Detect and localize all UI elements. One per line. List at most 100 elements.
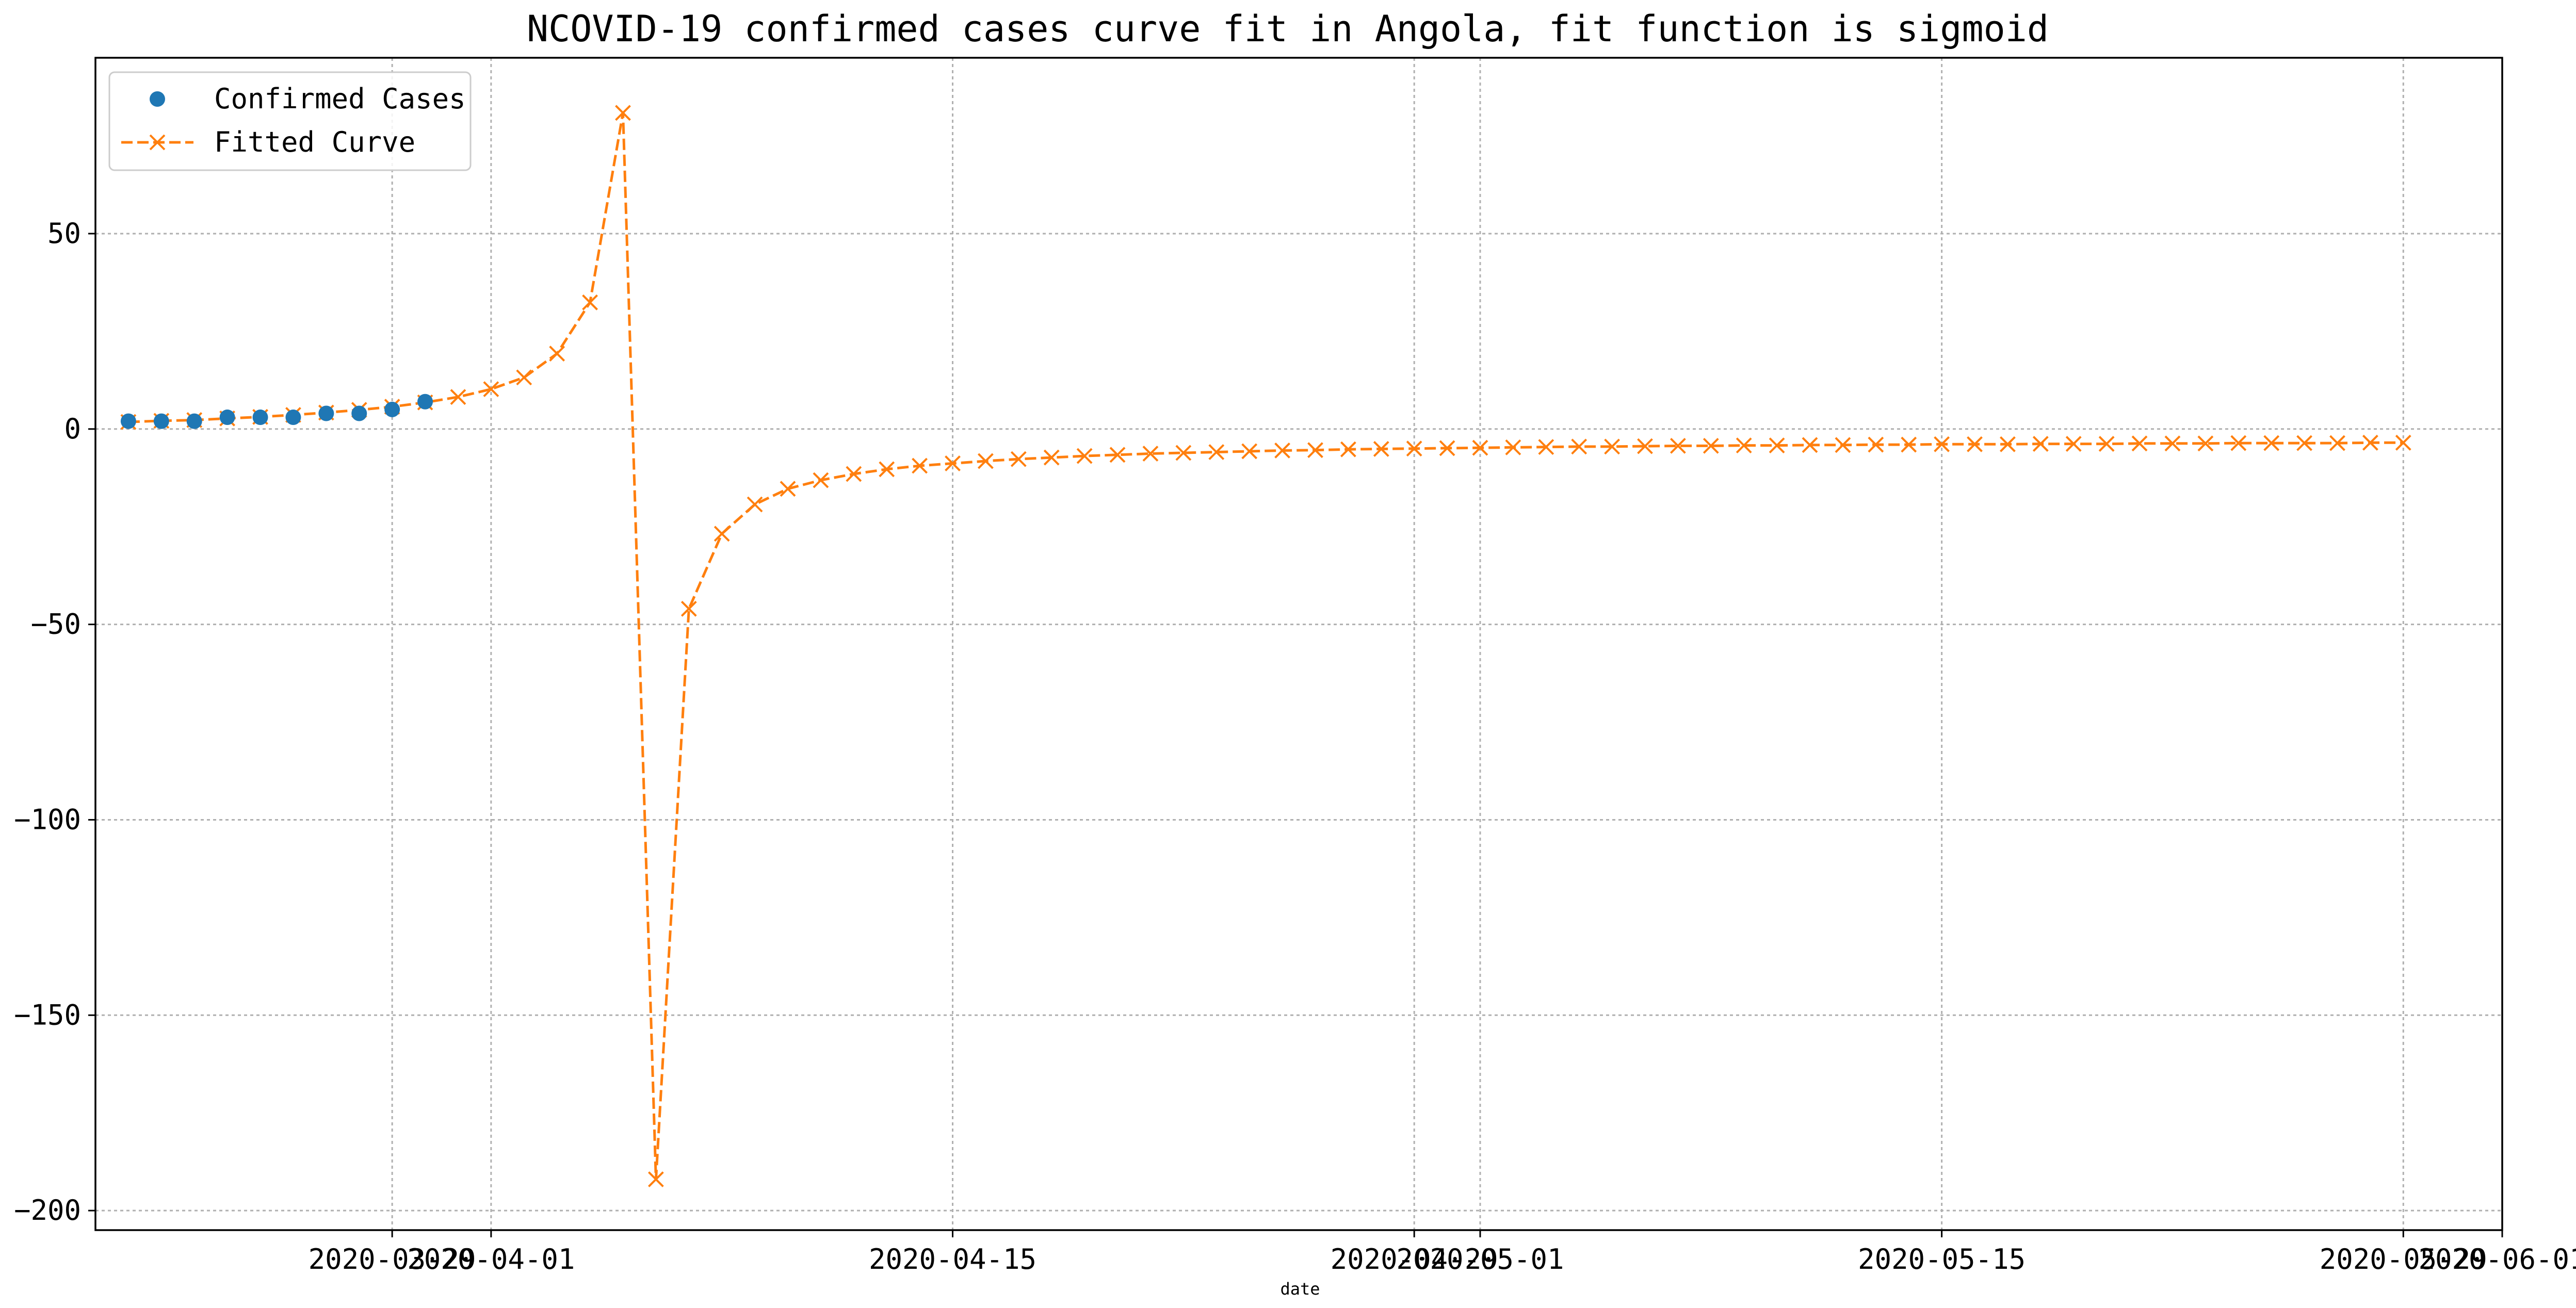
fitted-curve-point: [977, 453, 994, 469]
x-tick-label: 2020-04-01: [407, 1243, 575, 1276]
fitted-curve-point: [1406, 440, 1422, 457]
fitted-curve-point: [1736, 437, 1752, 454]
x-tick-label: 2020-05-29: [2320, 1243, 2487, 1276]
fitted-curve-point: [2296, 435, 2312, 451]
fitted-curve-point: [1109, 447, 1126, 463]
fitted-curve-point: [1604, 438, 1621, 455]
x-tick-label: 2020-04-29: [1331, 1243, 1498, 1276]
y-tick-label: −100: [14, 803, 81, 836]
fitted-curve-point: [1670, 437, 1686, 454]
fitted-curve-point: [1868, 436, 1884, 453]
fitted-curve-point: [1769, 437, 1785, 454]
fitted-curve-point: [813, 472, 829, 488]
fitted-curve-point: [2065, 436, 2082, 452]
x-axis-label: date: [1280, 1279, 1320, 1299]
fitted-curve-point: [1043, 449, 1060, 466]
confirmed-case-point: [285, 410, 301, 426]
grid: [95, 58, 2503, 1230]
fitted-curve-point: [1967, 436, 1983, 452]
fitted-curve-point: [1274, 443, 1290, 459]
fitted-curve-point: [2329, 435, 2345, 451]
fitted-curve-point: [714, 526, 730, 542]
fitted-curve-point: [1571, 438, 1587, 455]
legend-box: [108, 71, 472, 171]
fitted-curve-point: [2098, 436, 2115, 452]
fitted-curve-point: [2000, 436, 2016, 452]
fitted-curve-point: [1472, 439, 1488, 456]
fitted-curve-point: [1901, 436, 1917, 453]
confirmed-case-point: [384, 401, 400, 417]
fitted-curve-point: [1505, 439, 1521, 455]
fitted-curve-point: [2197, 435, 2214, 452]
plot-frame: [94, 57, 2503, 1231]
y-tick-label: 0: [64, 413, 81, 445]
fitted-curve-point: [1208, 444, 1225, 460]
legend-fitted-marker: [149, 134, 166, 151]
fitted-curve-point: [747, 496, 763, 513]
y-tick-label: 50: [47, 217, 81, 250]
fitted-curve-point: [2263, 435, 2280, 451]
fitted-curve-point: [582, 294, 598, 310]
fitted-curve-point: [2362, 434, 2378, 451]
fitted-curve-point: [549, 346, 565, 362]
legend-fitted-label: Fitted Curve: [214, 126, 415, 158]
confirmed-case-point: [120, 413, 136, 429]
fitted-curve-line: [128, 112, 2404, 1180]
x-tick-label: 2020-05-01: [1396, 1243, 1564, 1276]
fitted-curve-point: [1637, 438, 1653, 454]
series-layer: [120, 105, 2411, 1187]
x-tick-label: 2020-05-15: [1858, 1243, 2026, 1276]
fitted-curve-point: [1934, 436, 1950, 452]
confirmed-case-point: [153, 413, 169, 429]
chart-title: NCOVID-19 confirmed cases curve fit in A…: [527, 8, 2049, 50]
fitted-curve-point: [1373, 441, 1389, 457]
fitted-curve-point: [1703, 437, 1719, 454]
x-tick-label: 2020-03-29: [309, 1243, 476, 1276]
fitted-curve-point: [1802, 437, 1818, 453]
fitted-curve-point: [516, 369, 532, 386]
confirmed-case-point: [252, 410, 268, 426]
fitted-curve-point: [1340, 441, 1356, 457]
fitted-curve-point: [1835, 437, 1851, 453]
x-tick-label: 2020-06-01: [2418, 1243, 2576, 1276]
confirmed-case-point: [351, 405, 367, 421]
fitted-curve-point: [2230, 435, 2247, 451]
fitted-curve-point: [1142, 446, 1159, 462]
fitted-curve-point: [846, 466, 862, 482]
fitted-curve-point: [1175, 445, 1192, 461]
fitted-curve-point: [879, 461, 895, 478]
fitted-curve-point: [1538, 439, 1554, 455]
legend-confirmed-marker: [150, 91, 165, 107]
confirmed-case-point: [219, 410, 235, 426]
fitted-curve-point: [912, 457, 928, 474]
fitted-curve-point: [2131, 435, 2148, 452]
fitted-curve-point: [483, 381, 499, 397]
legend-confirmed-label: Confirmed Cases: [214, 83, 466, 115]
legend-x-marker: [149, 134, 166, 151]
fitted-curve-point: [615, 105, 631, 121]
fitted-curve-point: [1076, 448, 1093, 464]
fitted-curve-point: [945, 455, 961, 471]
fitted-curve-point: [1307, 442, 1323, 459]
confirmed-case-point: [186, 413, 202, 429]
fitted-curve-point: [1241, 443, 1258, 460]
fitted-curve-point: [1010, 451, 1027, 467]
confirmed-case-point: [417, 394, 433, 410]
fitted-curve-point: [780, 481, 796, 497]
legend: Confirmed Cases Fitted Curve: [108, 71, 472, 171]
fitted-curve-point: [681, 600, 697, 617]
y-tick-label: −50: [30, 608, 81, 641]
fitted-curve-point: [2032, 436, 2049, 452]
fitted-curve-point: [1439, 440, 1455, 456]
fitted-curve-point: [2395, 434, 2411, 451]
y-tick-label: −150: [14, 999, 81, 1031]
confirmed-case-point: [318, 405, 334, 421]
x-tick-label: 2020-04-15: [869, 1243, 1036, 1276]
fitted-curve-point: [647, 1171, 664, 1187]
fitted-curve-point: [2164, 435, 2181, 452]
y-tick-label: −200: [14, 1194, 81, 1227]
fitted-curve-point: [450, 389, 466, 405]
